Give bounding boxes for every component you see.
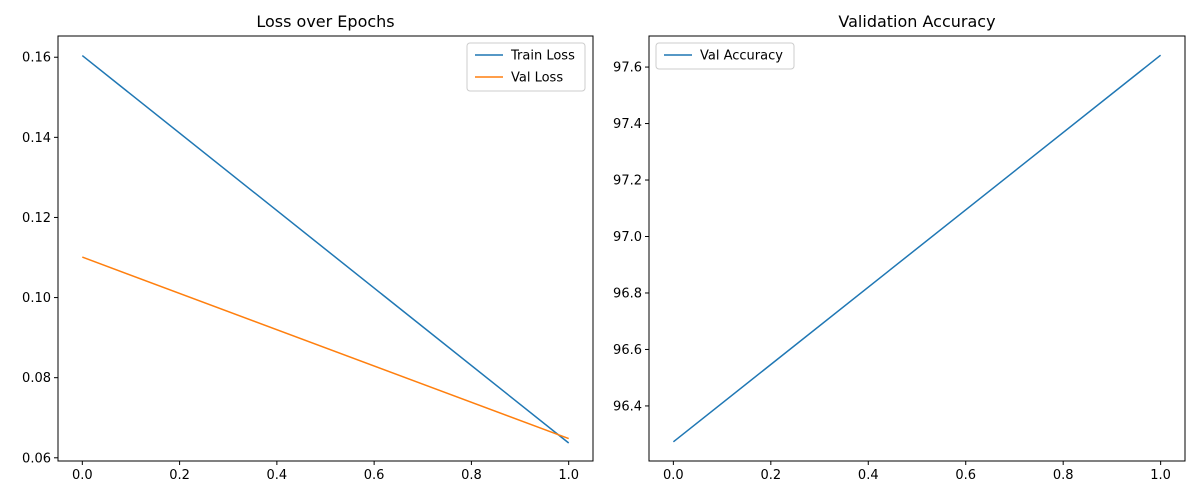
loss-x-tick-label: 0.0 [72, 468, 93, 483]
accuracy-x-tick-label: 0.4 [858, 468, 879, 483]
legend-label-val-loss: Val Loss [511, 71, 563, 86]
accuracy-chart-title: Validation Accuracy [838, 12, 995, 31]
accuracy-axes-frame [648, 35, 1186, 462]
accuracy-x-tick-label: 0.8 [1053, 468, 1074, 483]
accuracy-legend: Val Accuracy [655, 42, 795, 70]
accuracy-legend-box [655, 42, 795, 70]
legend-label-val-accuracy: Val Accuracy [700, 49, 783, 64]
series-line-val-accuracy [672, 54, 1162, 443]
accuracy-x-tick-label: 1.0 [1150, 468, 1171, 483]
loss-y-tick-label: 0.08 [22, 371, 51, 386]
loss-y-tick-label: 0.14 [22, 131, 51, 146]
loss-x-tick-label: 1.0 [558, 468, 579, 483]
loss-chart-title: Loss over Epochs [256, 12, 394, 31]
loss-axes-frame [57, 35, 594, 462]
loss-x-axis: 0.0 0.2 0.4 0.6 0.8 1.0 [72, 461, 579, 483]
loss-legend: Train Loss Val Loss [466, 42, 586, 92]
loss-chart: Loss over Epochs 0.0 0.2 0.4 0.6 0.8 1.0 0.06… [22, 12, 594, 483]
loss-y-axis: 0.06 0.08 0.10 0.12 0.14 0.16 [22, 51, 58, 466]
accuracy-x-tick-label: 0.2 [760, 468, 781, 483]
loss-x-tick-label: 0.6 [364, 468, 385, 483]
loss-y-tick-label: 0.16 [22, 51, 51, 66]
loss-x-tick-label: 0.8 [461, 468, 482, 483]
accuracy-x-axis: 0.0 0.2 0.4 0.6 0.8 1.0 [663, 461, 1171, 483]
accuracy-y-tick-label: 97.6 [613, 61, 642, 76]
series-line-train-loss [81, 55, 570, 444]
accuracy-x-tick-label: 0.0 [663, 468, 684, 483]
accuracy-y-tick-label: 96.8 [613, 286, 642, 301]
accuracy-y-tick-label: 97.4 [613, 117, 642, 132]
loss-x-tick-label: 0.4 [267, 468, 288, 483]
accuracy-y-tick-label: 97.0 [613, 230, 642, 245]
loss-x-tick-label: 0.2 [169, 468, 190, 483]
loss-y-tick-label: 0.10 [22, 291, 51, 306]
accuracy-y-tick-label: 96.6 [613, 343, 642, 358]
accuracy-y-axis: 96.4 96.6 96.8 97.0 97.2 97.4 97.6 [613, 61, 649, 414]
loss-y-tick-label: 0.06 [22, 451, 51, 466]
loss-plot-area [81, 55, 570, 444]
accuracy-chart: Validation Accuracy 0.0 0.2 0.4 0.6 0.8 1.0 9… [613, 12, 1186, 483]
accuracy-plot-area [672, 54, 1162, 443]
accuracy-y-tick-label: 96.4 [613, 399, 642, 414]
loss-y-tick-label: 0.12 [22, 211, 51, 226]
legend-label-train-loss: Train Loss [510, 49, 575, 64]
accuracy-y-tick-label: 97.2 [613, 174, 642, 189]
accuracy-x-tick-label: 0.6 [955, 468, 976, 483]
series-line-val-loss [82, 256, 569, 440]
